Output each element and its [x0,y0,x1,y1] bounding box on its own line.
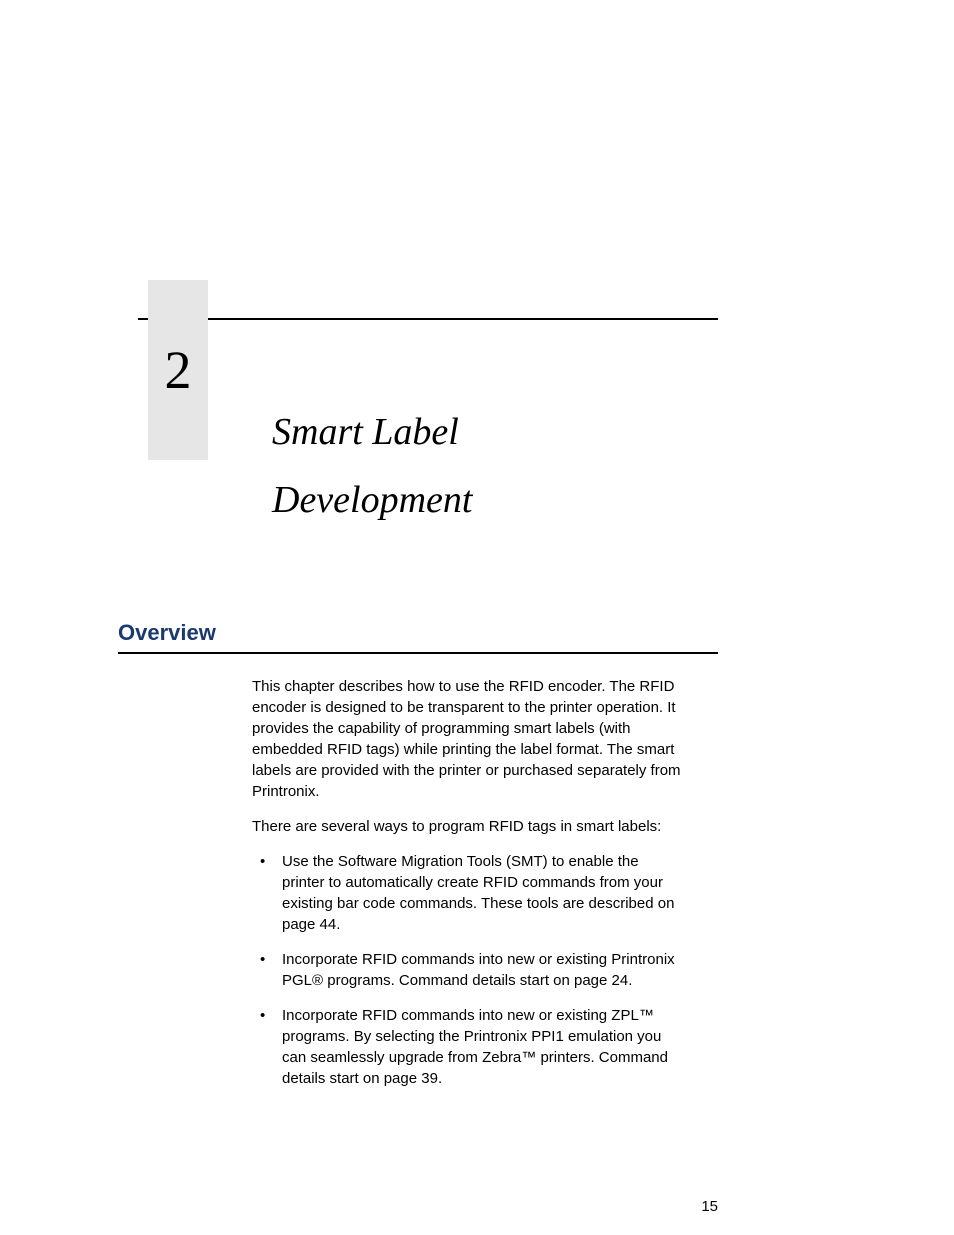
chapter-number: 2 [165,343,192,397]
body-text: This chapter describes how to use the RF… [252,676,682,1103]
page: 2 Smart Label Development Overview This … [0,0,954,1235]
section-rule [118,652,718,654]
page-number: 15 [701,1198,718,1215]
bullet-text-1: Use the Software Migration Tools (SMT) t… [282,853,674,933]
section-heading-block: Overview [118,620,718,654]
list-item: Incorporate RFID commands into new or ex… [252,1005,682,1089]
bullet-text-3: Incorporate RFID commands into new or ex… [282,1007,668,1087]
top-rule [138,318,718,320]
list-item: Incorporate RFID commands into new or ex… [252,949,682,991]
bullet-list: Use the Software Migration Tools (SMT) t… [252,851,682,1089]
chapter-title-line1: Smart Label [272,411,459,453]
bullet-text-2: Incorporate RFID commands into new or ex… [282,951,675,989]
chapter-title: Smart Label Development [272,398,692,535]
chapter-number-box: 2 [148,280,208,460]
overview-para2: There are several ways to program RFID t… [252,816,682,837]
section-heading: Overview [118,620,718,646]
chapter-title-line2: Development [272,479,472,521]
list-item: Use the Software Migration Tools (SMT) t… [252,851,682,935]
overview-para1: This chapter describes how to use the RF… [252,676,682,802]
